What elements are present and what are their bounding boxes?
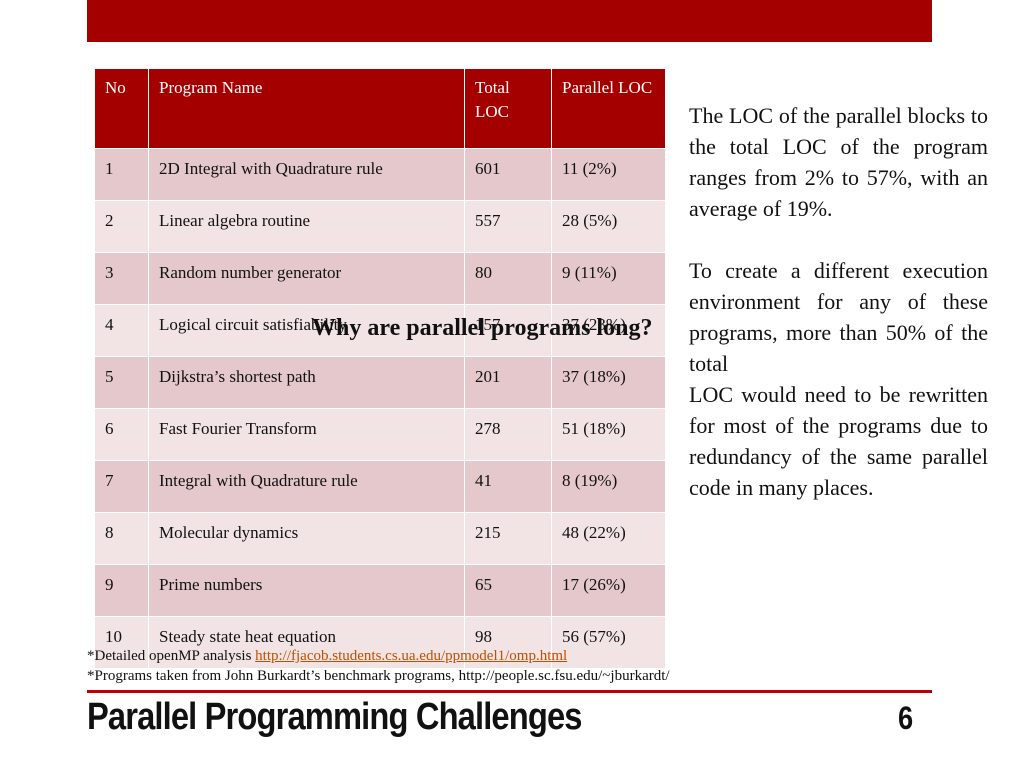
footnote-2: *Programs taken from John Burkardt’s ben… xyxy=(87,668,670,684)
cell-no: 8 xyxy=(94,512,149,565)
cell-no: 1 xyxy=(94,148,149,201)
cell-parallel-loc: 56 (57%) xyxy=(551,616,666,669)
header-parallel-loc: Parallel LOC xyxy=(551,68,666,149)
cell-no: 6 xyxy=(94,408,149,461)
cell-parallel-loc: 17 (26%) xyxy=(551,564,666,617)
cell-program-name: Linear algebra routine xyxy=(148,200,465,253)
cell-no: 10 xyxy=(94,616,149,669)
table-header-row: No Program Name Total LOC Parallel LOC xyxy=(94,68,666,149)
cell-total-loc: 278 xyxy=(464,408,552,461)
cell-no: 4 xyxy=(94,304,149,357)
table-row: 9 Prime numbers 65 17 (26%) xyxy=(94,564,666,617)
table-row: 7 Integral with Quadrature rule 41 8 (19%) xyxy=(94,460,666,513)
cell-program-name: Steady state heat equation xyxy=(148,616,465,669)
cell-total-loc: 41 xyxy=(464,460,552,513)
cell-parallel-loc: 11 (2%) xyxy=(551,148,666,201)
cell-parallel-loc: 28 (5%) xyxy=(551,200,666,253)
cell-no: 7 xyxy=(94,460,149,513)
cell-program-name: Fast Fourier Transform xyxy=(148,408,465,461)
cell-program-name: Random number generator xyxy=(148,252,465,305)
side-paragraph-1: The LOC of the parallel blocks to the to… xyxy=(689,103,988,221)
table-row: 10 Steady state heat equation 98 56 (57%) xyxy=(94,616,666,669)
table-row: 4 Logical circuit satisfiability 157 37 (23… xyxy=(94,304,666,357)
cell-program-name: Logical circuit satisfiability xyxy=(148,304,465,357)
table-row: 1 2D Integral with Quadrature rule 601 11 (… xyxy=(94,148,666,201)
header-total-loc: Total LOC xyxy=(464,68,552,149)
page-number: 6 xyxy=(898,700,914,736)
loc-table: No Program Name Total LOC Parallel LOC 1… xyxy=(94,68,666,669)
footnotes: *Detailed openMP analysis http://fjacob.… xyxy=(87,646,670,686)
cell-parallel-loc: 37 (23%) xyxy=(551,304,666,357)
cell-total-loc: 98 xyxy=(464,616,552,669)
header-program-name: Program Name xyxy=(148,68,465,149)
omp-analysis-link[interactable]: http://fjacob.students.cs.ua.edu/ppmodel… xyxy=(255,648,568,664)
cell-parallel-loc: 37 (18%) xyxy=(551,356,666,409)
side-text: The LOC of the parallel blocks to the to… xyxy=(689,100,988,503)
footer-divider xyxy=(87,690,932,693)
table-row: 6 Fast Fourier Transform 278 51 (18%) xyxy=(94,408,666,461)
cell-total-loc: 601 xyxy=(464,148,552,201)
side-paragraph-2a: To create a different execution environm… xyxy=(689,258,988,376)
overlay-title: Why are parallel programs long? xyxy=(312,315,653,341)
cell-no: 2 xyxy=(94,200,149,253)
cell-total-loc: 80 xyxy=(464,252,552,305)
cell-program-name: Dijkstra’s shortest path xyxy=(148,356,465,409)
top-accent-bar xyxy=(87,0,932,42)
cell-total-loc: 157 xyxy=(464,304,552,357)
table-row: 3 Random number generator 80 9 (11%) xyxy=(94,252,666,305)
cell-no: 5 xyxy=(94,356,149,409)
footnote-1-prefix: *Detailed openMP analysis xyxy=(87,648,256,664)
cell-program-name: Molecular dynamics xyxy=(148,512,465,565)
cell-parallel-loc: 51 (18%) xyxy=(551,408,666,461)
cell-no: 3 xyxy=(94,252,149,305)
cell-parallel-loc: 9 (11%) xyxy=(551,252,666,305)
cell-program-name: Prime numbers xyxy=(148,564,465,617)
cell-total-loc: 201 xyxy=(464,356,552,409)
cell-program-name: Integral with Quadrature rule xyxy=(148,460,465,513)
cell-no: 9 xyxy=(94,564,149,617)
cell-total-loc: 215 xyxy=(464,512,552,565)
cell-program-name: 2D Integral with Quadrature rule xyxy=(148,148,465,201)
table-body: 1 2D Integral with Quadrature rule 601 11 (… xyxy=(94,148,666,669)
footnote-1: *Detailed openMP analysis http://fjacob.… xyxy=(87,646,670,666)
header-no: No xyxy=(94,68,149,149)
table-row: 2 Linear algebra routine 557 28 (5%) xyxy=(94,200,666,253)
table-row: 5 Dijkstra’s shortest path 201 37 (18%) xyxy=(94,356,666,409)
slide-title: Parallel Programming Challenges xyxy=(87,696,582,738)
cell-total-loc: 557 xyxy=(464,200,552,253)
cell-parallel-loc: 8 (19%) xyxy=(551,460,666,513)
cell-total-loc: 65 xyxy=(464,564,552,617)
cell-parallel-loc: 48 (22%) xyxy=(551,512,666,565)
side-paragraph-2b: LOC would need to be rewritten for most … xyxy=(689,382,988,500)
table-row: 8 Molecular dynamics 215 48 (22%) xyxy=(94,512,666,565)
